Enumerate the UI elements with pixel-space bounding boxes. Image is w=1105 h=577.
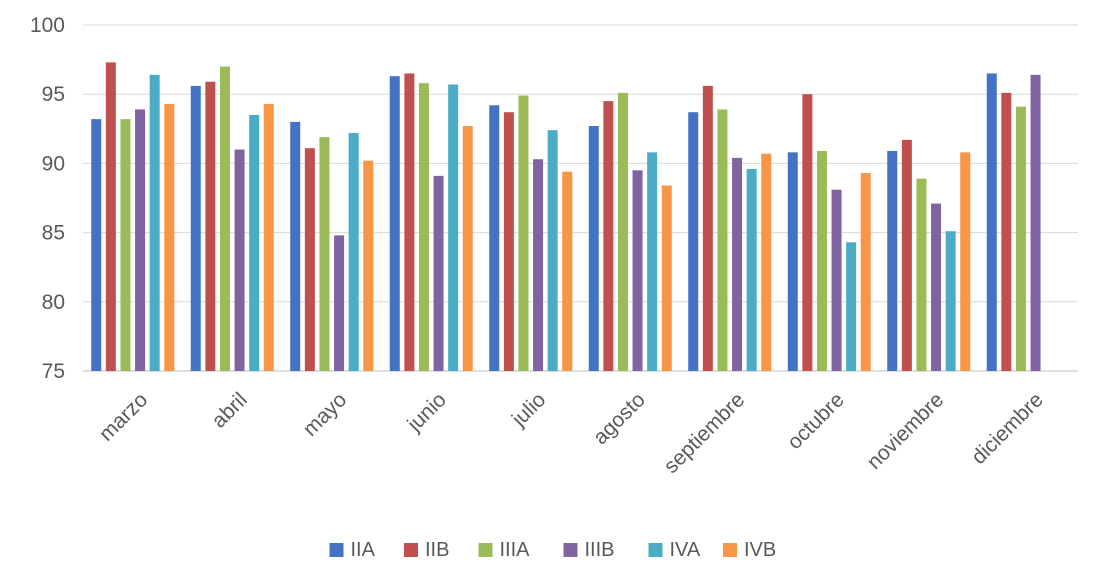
bar xyxy=(319,137,330,371)
bar xyxy=(846,242,857,371)
legend-label: IIIA xyxy=(500,539,531,561)
bar xyxy=(562,171,573,371)
legend-label: IIB xyxy=(425,539,449,561)
bar xyxy=(234,149,245,371)
legend-label: IIIB xyxy=(585,539,615,561)
bar xyxy=(717,109,728,372)
y-tick-label: 75 xyxy=(42,360,65,383)
bar xyxy=(219,66,230,372)
bar xyxy=(135,109,146,372)
bar xyxy=(462,126,473,371)
legend-item: IVB xyxy=(723,539,776,561)
y-tick-label: 90 xyxy=(42,152,65,175)
bar xyxy=(986,73,997,371)
bar xyxy=(205,81,216,372)
bar xyxy=(787,152,798,371)
bar xyxy=(389,76,400,372)
bar xyxy=(802,94,813,371)
bar xyxy=(732,157,743,371)
bar xyxy=(363,160,374,371)
legend-label: IVA xyxy=(670,539,701,561)
bar xyxy=(746,168,757,371)
bar xyxy=(518,95,529,371)
x-tick-label: abril xyxy=(207,388,251,432)
bar xyxy=(304,148,315,371)
bar xyxy=(1001,92,1012,371)
x-axis: marzo abril mayo junio julio agosto septiembre… xyxy=(95,388,1048,478)
bar xyxy=(831,189,842,371)
legend-swatch xyxy=(478,543,493,557)
x-tick-label: julio xyxy=(507,388,550,431)
legend-swatch xyxy=(404,543,418,557)
x-tick-label: diciembre xyxy=(967,388,1048,469)
x-tick-label: noviembre xyxy=(863,388,949,474)
bar xyxy=(190,85,201,372)
bar xyxy=(688,112,699,371)
x-tick-label: junio xyxy=(402,388,450,436)
y-axis: 75 80 85 90 95 100 xyxy=(30,14,65,383)
bar xyxy=(702,85,713,372)
bar xyxy=(632,170,643,371)
legend-item: IIA xyxy=(329,539,376,561)
bars xyxy=(91,62,1041,372)
bar xyxy=(263,103,274,371)
bar xyxy=(348,132,359,371)
bar xyxy=(404,73,415,371)
y-tick-label: 80 xyxy=(42,291,65,314)
bar xyxy=(603,101,614,372)
bar xyxy=(533,159,544,371)
bar xyxy=(901,139,912,371)
legend-item: IIIB xyxy=(563,539,615,561)
x-tick-label: mayo xyxy=(299,388,352,441)
bar xyxy=(547,130,558,371)
x-tick-label: septiembre xyxy=(660,388,750,478)
bar xyxy=(960,152,971,371)
bar xyxy=(418,83,429,371)
bar xyxy=(860,173,871,371)
bar xyxy=(448,84,459,371)
y-tick-label: 95 xyxy=(42,83,65,106)
legend-swatch xyxy=(563,543,578,557)
legend-swatch xyxy=(723,543,737,557)
y-tick-label: 100 xyxy=(30,14,65,37)
bar xyxy=(1015,106,1026,371)
bar xyxy=(290,121,301,371)
bar xyxy=(761,153,772,371)
bar xyxy=(503,112,514,371)
legend: IIA IIB IIIA IIIB IVA IVB xyxy=(329,539,776,561)
bar xyxy=(661,185,672,371)
y-tick-label: 85 xyxy=(42,222,65,245)
legend-swatch xyxy=(329,543,344,557)
bar xyxy=(120,119,131,371)
bar xyxy=(945,231,956,371)
bar xyxy=(164,103,175,371)
bar xyxy=(816,150,827,371)
legend-item: IIB xyxy=(404,539,449,561)
bar xyxy=(433,175,444,371)
bar xyxy=(249,114,260,372)
gridlines xyxy=(83,24,1078,372)
bar xyxy=(588,126,599,371)
bar xyxy=(149,74,160,371)
bar xyxy=(1030,74,1041,371)
x-tick-label: agosto xyxy=(589,388,650,449)
bar xyxy=(91,119,102,371)
x-tick-label: marzo xyxy=(95,388,153,446)
bar xyxy=(647,152,658,371)
bar xyxy=(334,235,345,371)
legend-item: IIIA xyxy=(478,539,531,561)
bar xyxy=(617,92,628,371)
bar xyxy=(916,178,927,371)
legend-swatch xyxy=(648,543,663,557)
legend-item: IVA xyxy=(648,539,701,561)
bar xyxy=(489,105,500,372)
legend-label: IIA xyxy=(351,539,376,561)
bar xyxy=(931,203,942,371)
bar xyxy=(105,62,116,372)
x-tick-label: octubre xyxy=(783,388,849,454)
legend-label: IVB xyxy=(744,539,776,561)
bar xyxy=(887,150,898,371)
